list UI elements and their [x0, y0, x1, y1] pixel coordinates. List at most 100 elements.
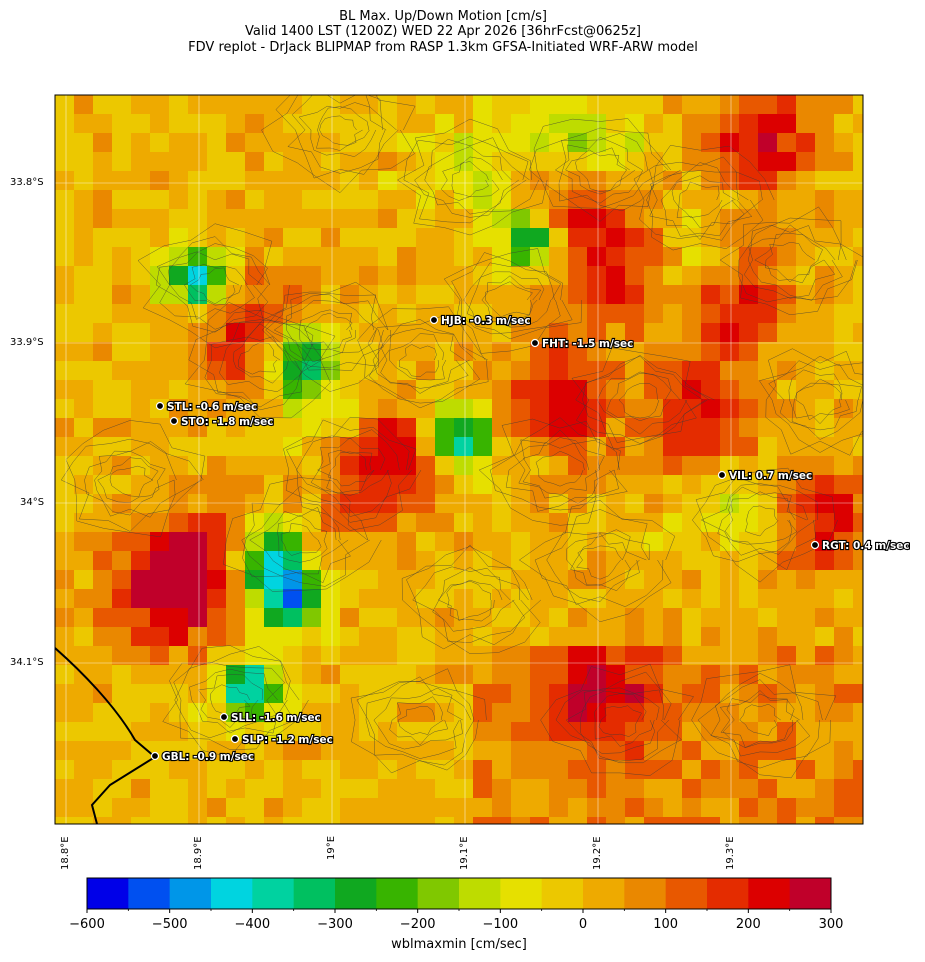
field-cell [720, 361, 740, 381]
contour-line [350, 668, 479, 774]
field-cell [568, 361, 588, 381]
field-cell [758, 228, 778, 248]
field-cell [283, 475, 303, 495]
field-cell [131, 551, 151, 571]
field-cell [340, 665, 360, 685]
field-cell [207, 532, 227, 552]
field-cell [530, 285, 550, 305]
field-cell [245, 665, 265, 685]
field-cell [530, 323, 550, 343]
field-cell [530, 190, 550, 210]
field-cell [701, 798, 721, 818]
field-cell [492, 779, 512, 799]
field-cell [245, 266, 265, 286]
field-cell [682, 418, 702, 438]
field-cell [834, 703, 854, 723]
field-cell [435, 418, 455, 438]
field-cell [112, 570, 132, 590]
field-cell [150, 228, 170, 248]
field-cell [758, 399, 778, 419]
field-cell [188, 361, 208, 381]
field-cell [226, 95, 246, 115]
field-cell [549, 760, 569, 780]
field-cell [264, 551, 284, 571]
colorbar-swatch [252, 878, 295, 909]
field-cell [397, 190, 417, 210]
field-cell [416, 114, 436, 134]
field-cell [549, 722, 569, 742]
field-cell [549, 779, 569, 799]
field-cell [397, 266, 417, 286]
contour-line [357, 306, 489, 409]
field-cell [606, 323, 626, 343]
contour-line [298, 102, 387, 157]
field-cell [378, 551, 398, 571]
field-cell [150, 171, 170, 191]
field-cell [55, 798, 75, 818]
field-cell [321, 551, 341, 571]
field-cell [815, 152, 835, 172]
up-down-motion-field [55, 95, 863, 824]
field-cell [796, 570, 816, 590]
contour-line [451, 161, 489, 198]
field-cell [530, 684, 550, 704]
field-cell [777, 608, 797, 628]
field-cell [74, 209, 94, 229]
lat-label-34-1: 34.1°S [10, 657, 44, 668]
field-cell [815, 532, 835, 552]
field-cell [815, 399, 835, 419]
field-cell [264, 741, 284, 761]
field-cell [796, 95, 816, 115]
field-cell [283, 228, 303, 248]
field-cell [112, 190, 132, 210]
field-cell [55, 95, 75, 115]
field-cell [758, 437, 778, 457]
field-cell [492, 627, 512, 647]
contour-line [695, 467, 838, 583]
field-cell [302, 741, 322, 761]
field-cell [74, 817, 94, 824]
field-cell [777, 171, 797, 191]
field-cell [625, 494, 645, 514]
field-cell [492, 608, 512, 628]
field-cell [853, 95, 863, 115]
field-cell [283, 361, 303, 381]
field-cell [302, 114, 322, 134]
field-cell [777, 380, 797, 400]
field-cell [606, 760, 626, 780]
field-cell [378, 703, 398, 723]
field-cell [245, 532, 265, 552]
field-cell [131, 418, 151, 438]
field-cell [796, 418, 816, 438]
field-cell [625, 551, 645, 571]
field-cell [853, 418, 863, 438]
contour-line [534, 509, 664, 607]
field-cell [416, 532, 436, 552]
field-cell [682, 722, 702, 742]
field-cell [188, 532, 208, 552]
field-cell [853, 247, 863, 267]
field-cell [435, 703, 455, 723]
field-cell [55, 551, 75, 571]
colorbar-swatch [624, 878, 667, 909]
field-cell [131, 589, 151, 609]
contour-line [678, 181, 723, 218]
station-label-rgt: RGT: 0.4 m/sec [822, 540, 910, 552]
field-cell [207, 285, 227, 305]
field-cell [150, 760, 170, 780]
field-cell [473, 703, 493, 723]
field-cell [169, 589, 189, 609]
field-cell [378, 304, 398, 324]
field-cell [796, 608, 816, 628]
field-cell [169, 608, 189, 628]
field-cell [283, 817, 303, 824]
field-cell [226, 817, 246, 824]
field-cell [606, 380, 626, 400]
field-cell [454, 456, 474, 476]
contour-line [173, 645, 300, 750]
field-cell [397, 551, 417, 571]
station-label-sto: STO: -1.8 m/sec [181, 416, 274, 428]
field-cell [701, 247, 721, 267]
field-cell [188, 190, 208, 210]
